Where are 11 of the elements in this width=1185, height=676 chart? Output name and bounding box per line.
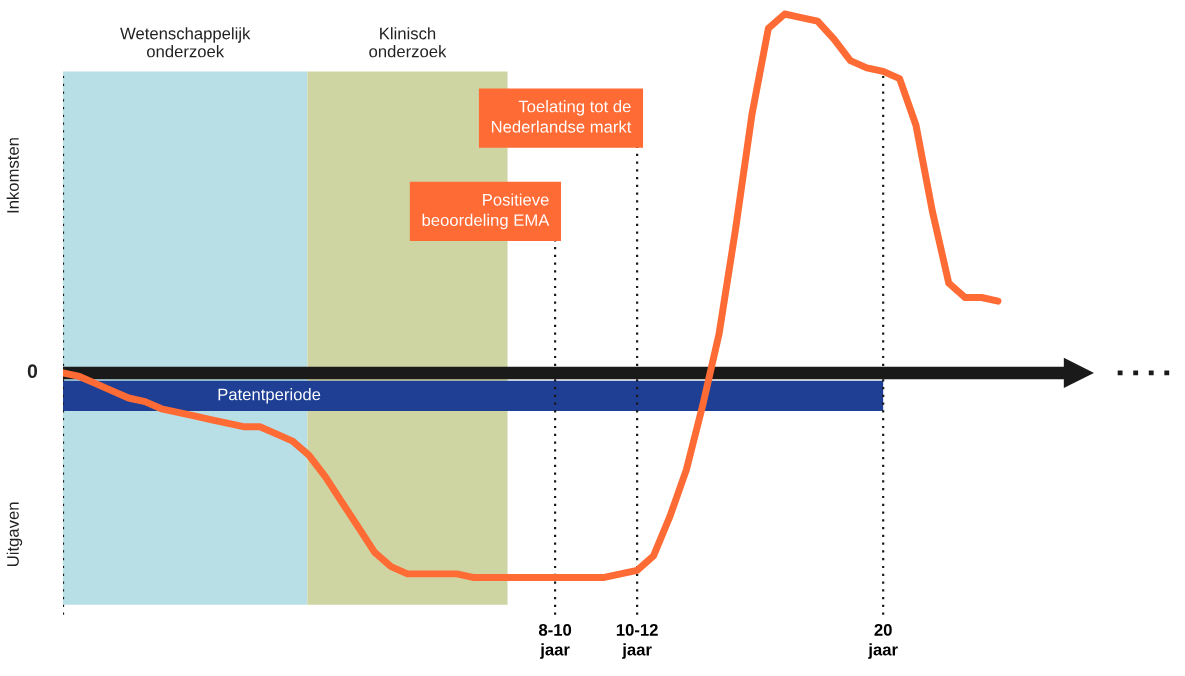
x-tick-label: 8-10 jaar [538,624,572,659]
annotation: Wetenschappelijk onderzoek [120,27,251,58]
ref-line-label: 0 [27,364,38,379]
x-tick-label: 10-12 jaar [616,624,658,659]
annotation: Toelating tot de Nederlandse markt [491,100,632,133]
annotation: Klinisch onderzoek [369,27,447,58]
text: Inkomsten [6,138,19,213]
annotation: Positieve beoordeling EMA [422,193,550,230]
x-tick-label: 20 jaar [868,624,898,659]
text: Uitgaven [6,502,23,566]
band-label: Patentperiode [218,388,321,404]
